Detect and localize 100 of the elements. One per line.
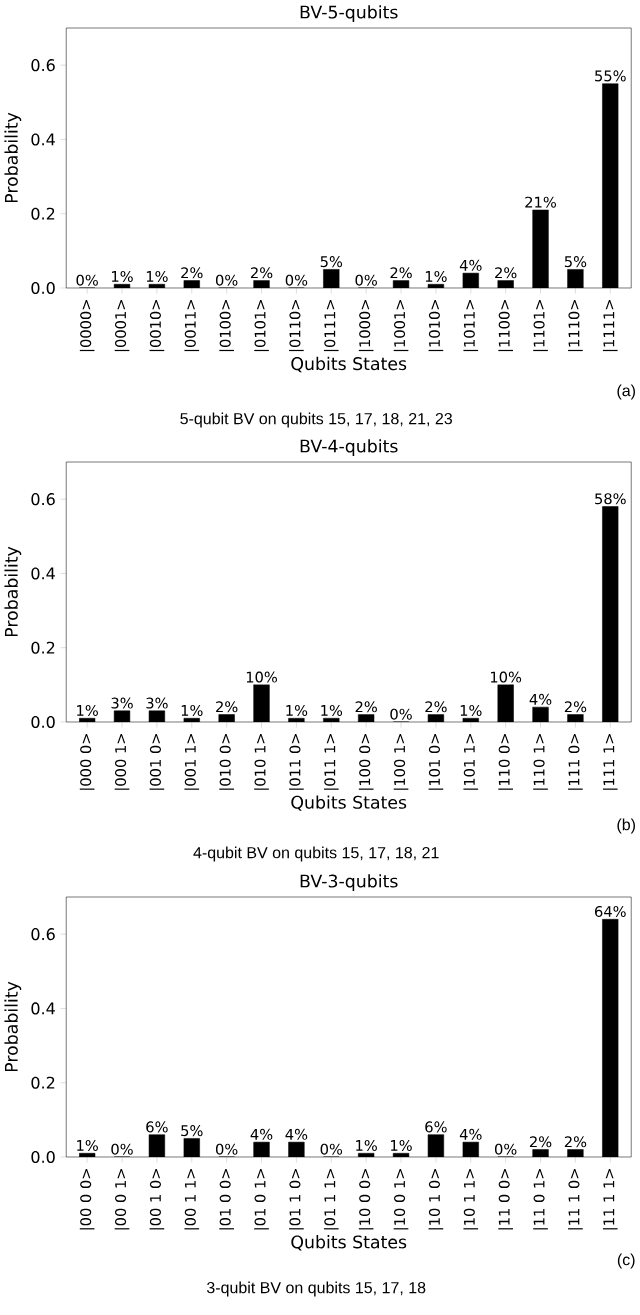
x-tick-label: |00 1 0>	[149, 1168, 164, 1230]
x-tick-label: |1101>	[532, 299, 548, 352]
data-label: 10%	[246, 671, 277, 683]
data-label: 0%	[285, 274, 307, 286]
y-axis-title: Probability	[4, 112, 21, 203]
y-axis-title: Probability	[4, 546, 21, 637]
x-tick-label: |1111>	[602, 299, 618, 352]
data-label: 2%	[425, 701, 447, 713]
y-tick-label: 0.4	[31, 133, 55, 146]
data-label: 1%	[76, 1139, 98, 1152]
y-tick-label: 0.0	[31, 281, 55, 295]
x-tick-label: |11 0 0>	[498, 1168, 513, 1230]
data-label: 2%	[529, 1136, 552, 1148]
x-tick-label: |10 0 1>	[393, 1168, 409, 1230]
data-label: 2%	[564, 701, 586, 713]
y-tick-label: 0.2	[31, 641, 54, 654]
data-label: 2%	[564, 1136, 586, 1148]
x-tick-label: |010 0>	[219, 733, 234, 790]
x-tick-label: |110 0>	[498, 733, 513, 790]
data-label: 2%	[250, 267, 273, 279]
x-axis-title: Qubits States	[291, 795, 406, 811]
data-label: 2%	[355, 701, 377, 713]
x-tick-label: |000 1>	[114, 733, 130, 790]
x-tick-label: |00 0 0>	[79, 1168, 95, 1230]
x-tick-label: |00 0 1>	[114, 1168, 130, 1230]
y-tick-label: 0.4	[31, 1002, 55, 1015]
x-tick-label: |0110>	[288, 299, 304, 352]
x-tick-label: |100 0>	[358, 733, 374, 790]
x-tick-label: |0011>	[184, 299, 199, 352]
x-tick-label: |01 1 0>	[288, 1168, 304, 1230]
x-tick-label: |111 1>	[602, 733, 618, 790]
data-label: 0%	[215, 274, 238, 286]
x-tick-label: |011 0>	[288, 733, 304, 790]
data-label: 3%	[111, 697, 133, 709]
x-tick-label: |001 0>	[149, 733, 164, 790]
y-tick-label: 0.6	[31, 928, 55, 941]
data-label: 0%	[320, 1143, 342, 1155]
data-label: 10%	[490, 671, 521, 683]
data-label: 1%	[76, 704, 98, 717]
x-tick-label: |1001>	[393, 299, 409, 352]
data-label: 4%	[459, 1128, 482, 1140]
data-label: 0%	[111, 1143, 133, 1155]
data-label: 0%	[215, 1143, 238, 1155]
data-label: 0%	[76, 274, 98, 286]
data-label: 1%	[460, 704, 482, 717]
data-label: 1%	[355, 1139, 377, 1152]
text: (c)	[617, 1253, 635, 1269]
text: 5-qubit BV on qubits 15, 17, 18, 21, 23	[180, 412, 452, 428]
data-label: 1%	[425, 270, 447, 283]
chart-title: BV-3-qubits	[300, 874, 398, 891]
x-tick-label: |0100>	[219, 299, 234, 352]
data-label: 58%	[594, 493, 626, 505]
y-tick-label: 0.2	[31, 207, 54, 220]
data-label: 55%	[594, 70, 626, 82]
x-tick-label: |0000>	[79, 299, 95, 352]
y-tick-label: 0.6	[31, 493, 55, 506]
chart-title: BV-5-qubits	[300, 5, 398, 22]
y-tick-label: 0.2	[31, 1076, 54, 1089]
y-axis-title: Probability	[4, 981, 21, 1072]
data-label: 1%	[181, 704, 203, 717]
data-label: 4%	[529, 693, 552, 705]
x-axis-title: Qubits States	[291, 356, 406, 373]
data-label: 0%	[494, 1143, 517, 1155]
data-label: 1%	[286, 704, 307, 717]
x-tick-label: |0010>	[149, 299, 164, 352]
x-tick-label: |10 0 0>	[358, 1168, 374, 1230]
x-tick-label: |0101>	[253, 299, 269, 352]
x-tick-label: |001 1>	[184, 733, 199, 790]
x-tick-label: |11 1 1>	[602, 1168, 618, 1230]
x-tick-label: |101 0>	[428, 733, 444, 790]
data-label: 4%	[285, 1128, 307, 1140]
x-tick-label: |111 0>	[567, 733, 583, 790]
y-tick-label: 0.0	[31, 1150, 55, 1164]
x-tick-label: |1010>	[428, 299, 444, 352]
data-label: 1%	[390, 1139, 412, 1152]
y-tick-label: 0.0	[31, 715, 55, 729]
data-label: 5%	[564, 256, 586, 268]
x-tick-label: |0111>	[323, 299, 339, 352]
text: 3-qubit BV on qubits 15, 17, 18	[206, 1281, 426, 1297]
y-tick-label: 0.4	[31, 567, 55, 580]
data-label: 1%	[111, 270, 133, 283]
chart-title: BV-4-qubits	[300, 439, 398, 456]
data-label: 5%	[181, 1125, 203, 1137]
x-tick-label: |000 0>	[79, 733, 95, 790]
x-tick-label: |0001>	[114, 299, 130, 352]
data-label: 64%	[594, 905, 626, 918]
x-tick-label: |1100>	[498, 299, 513, 352]
data-label: 2%	[390, 267, 412, 279]
data-label: 4%	[250, 1128, 273, 1140]
x-tick-label: |01 0 1>	[253, 1168, 269, 1230]
x-tick-label: |10 1 1>	[463, 1168, 478, 1230]
text: (b)	[617, 818, 635, 834]
x-tick-label: |1110>	[567, 299, 583, 352]
x-tick-label: |101 1>	[463, 733, 478, 790]
data-label: 0%	[355, 274, 377, 286]
x-tick-label: |11 0 1>	[532, 1168, 548, 1230]
x-tick-label: |00 1 1>	[184, 1168, 199, 1230]
data-label: 4%	[459, 259, 482, 271]
data-label: 21%	[525, 196, 556, 208]
x-tick-label: |10 1 0>	[428, 1168, 444, 1230]
